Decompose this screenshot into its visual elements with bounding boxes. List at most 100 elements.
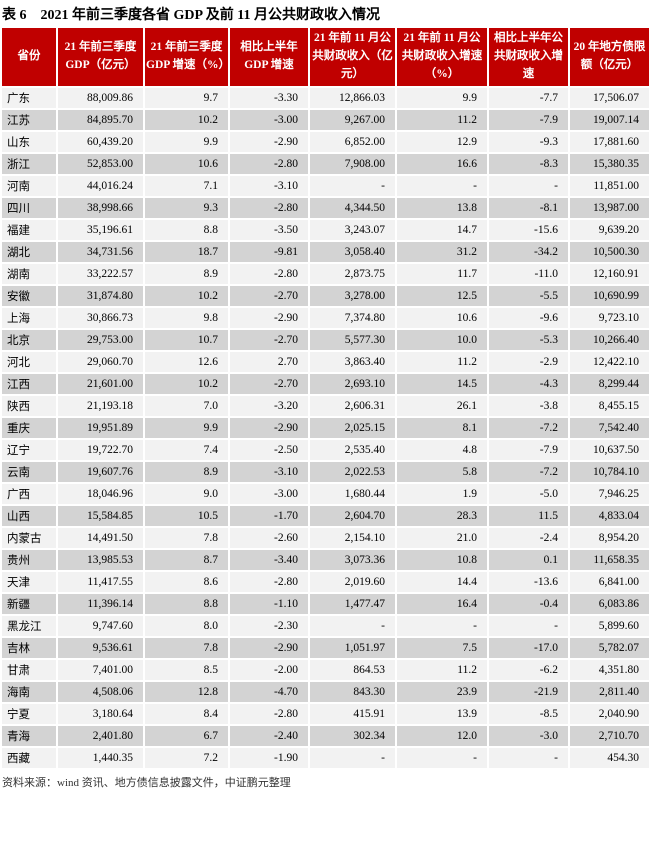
province-cell: 天津 bbox=[2, 572, 56, 592]
value-cell: 13.8 bbox=[397, 198, 487, 218]
value-cell: -2.70 bbox=[230, 286, 308, 306]
value-cell: 12.9 bbox=[397, 132, 487, 152]
value-cell: -15.6 bbox=[489, 220, 568, 240]
value-cell: 18.7 bbox=[145, 242, 228, 262]
province-cell: 北京 bbox=[2, 330, 56, 350]
value-cell: 3,278.00 bbox=[310, 286, 395, 306]
value-cell: 10,637.50 bbox=[570, 440, 649, 460]
province-cell: 四川 bbox=[2, 198, 56, 218]
value-cell: 17,881.60 bbox=[570, 132, 649, 152]
province-cell: 宁夏 bbox=[2, 704, 56, 724]
value-cell: -2.80 bbox=[230, 264, 308, 284]
value-cell: 60,439.20 bbox=[58, 132, 143, 152]
value-cell: 9,723.10 bbox=[570, 308, 649, 328]
value-cell: 843.30 bbox=[310, 682, 395, 702]
value-cell: 12,422.10 bbox=[570, 352, 649, 372]
value-cell: 2,154.10 bbox=[310, 528, 395, 548]
value-cell: 8.4 bbox=[145, 704, 228, 724]
value-cell: -3.20 bbox=[230, 396, 308, 416]
value-cell: 7.8 bbox=[145, 638, 228, 658]
value-cell: 29,753.00 bbox=[58, 330, 143, 350]
value-cell: 10,266.40 bbox=[570, 330, 649, 350]
value-cell: 3,243.07 bbox=[310, 220, 395, 240]
value-cell: 19,607.76 bbox=[58, 462, 143, 482]
value-cell: -7.9 bbox=[489, 440, 568, 460]
value-cell: 2,873.75 bbox=[310, 264, 395, 284]
value-cell: 8.8 bbox=[145, 220, 228, 240]
value-cell: -8.5 bbox=[489, 704, 568, 724]
value-cell: 10.5 bbox=[145, 506, 228, 526]
table-row: 河北 29,060.70 12.6 2.70 3,863.40 11.2 -2.9 12,42… bbox=[2, 352, 649, 372]
value-cell: 14.5 bbox=[397, 374, 487, 394]
table-row: 黑龙江 9,747.60 8.0 -2.30- - -5,899.60 bbox=[2, 616, 649, 636]
value-cell: 10,690.99 bbox=[570, 286, 649, 306]
value-cell: 9,267.00 bbox=[310, 110, 395, 130]
value-cell: -2.40 bbox=[230, 726, 308, 746]
table-row: 广东 88,009.86 9.7 -3.30 12,866.03 9.9 -7.7 17,50… bbox=[2, 88, 649, 108]
value-cell: 9.3 bbox=[145, 198, 228, 218]
value-cell: - bbox=[397, 748, 487, 768]
value-cell: -6.2 bbox=[489, 660, 568, 680]
value-cell: -3.40 bbox=[230, 550, 308, 570]
value-cell: 11.2 bbox=[397, 110, 487, 130]
province-cell: 上海 bbox=[2, 308, 56, 328]
value-cell: 29,060.70 bbox=[58, 352, 143, 372]
value-cell: 864.53 bbox=[310, 660, 395, 680]
value-cell: 15,584.85 bbox=[58, 506, 143, 526]
value-cell: 4,833.04 bbox=[570, 506, 649, 526]
value-cell: 31,874.80 bbox=[58, 286, 143, 306]
value-cell: 9,639.20 bbox=[570, 220, 649, 240]
value-cell: 17,506.07 bbox=[570, 88, 649, 108]
value-cell: -2.80 bbox=[230, 704, 308, 724]
value-cell: -3.00 bbox=[230, 484, 308, 504]
value-cell: 21.0 bbox=[397, 528, 487, 548]
value-cell: 10.8 bbox=[397, 550, 487, 570]
value-cell: 11,396.14 bbox=[58, 594, 143, 614]
value-cell: -9.6 bbox=[489, 308, 568, 328]
value-cell: 5,899.60 bbox=[570, 616, 649, 636]
table-row: 福建 35,196.61 8.8 -3.50 3,243.07 14.7 -15.6 9,63… bbox=[2, 220, 649, 240]
province-cell: 辽宁 bbox=[2, 440, 56, 460]
table-row: 上海 30,866.73 9.8 -2.90 7,374.80 10.6 -9.6 9,723… bbox=[2, 308, 649, 328]
value-cell: -3.10 bbox=[230, 462, 308, 482]
table-row: 浙江 52,853.00 10.6 -2.80 7,908.00 16.6 -8.3 15,3… bbox=[2, 154, 649, 174]
value-cell: 1.9 bbox=[397, 484, 487, 504]
value-cell: -5.3 bbox=[489, 330, 568, 350]
column-header: 21 年前三季度 GDP 增速（%） bbox=[145, 28, 230, 86]
value-cell: -2.60 bbox=[230, 528, 308, 548]
table-row: 内蒙古 14,491.50 7.8 -2.60 2,154.10 21.0 -2.4 8,95… bbox=[2, 528, 649, 548]
value-cell: -5.5 bbox=[489, 286, 568, 306]
value-cell: 8.8 bbox=[145, 594, 228, 614]
province-cell: 黑龙江 bbox=[2, 616, 56, 636]
table-row: 甘肃 7,401.00 8.5 -2.00 864.53 11.2 -6.2 4,351.80 bbox=[2, 660, 649, 680]
value-cell: - bbox=[397, 616, 487, 636]
value-cell: 2,811.40 bbox=[570, 682, 649, 702]
value-cell: 23.9 bbox=[397, 682, 487, 702]
value-cell: 11,851.00 bbox=[570, 176, 649, 196]
value-cell: 2,019.60 bbox=[310, 572, 395, 592]
value-cell: 454.30 bbox=[570, 748, 649, 768]
value-cell: 6,852.00 bbox=[310, 132, 395, 152]
value-cell: 11.2 bbox=[397, 352, 487, 372]
value-cell: 9.9 bbox=[145, 418, 228, 438]
value-cell: 4,508.06 bbox=[58, 682, 143, 702]
province-cell: 河北 bbox=[2, 352, 56, 372]
value-cell: -7.2 bbox=[489, 462, 568, 482]
value-cell: 12.8 bbox=[145, 682, 228, 702]
value-cell: -1.90 bbox=[230, 748, 308, 768]
value-cell: 7.2 bbox=[145, 748, 228, 768]
value-cell: 11.7 bbox=[397, 264, 487, 284]
source-note: 资料来源：wind 资讯、地方债信息披露文件，中证鹏元整理 bbox=[2, 777, 291, 789]
value-cell: 8.5 bbox=[145, 660, 228, 680]
value-cell: 10.6 bbox=[397, 308, 487, 328]
table-row: 宁夏 3,180.64 8.4 -2.80 415.91 13.9 -8.5 2,040.90 bbox=[2, 704, 649, 724]
value-cell: -2.90 bbox=[230, 418, 308, 438]
column-header: 省份 bbox=[2, 28, 56, 86]
value-cell: -1.10 bbox=[230, 594, 308, 614]
value-cell: 2,040.90 bbox=[570, 704, 649, 724]
value-cell: -3.00 bbox=[230, 110, 308, 130]
value-cell: 7,542.40 bbox=[570, 418, 649, 438]
value-cell: 9.8 bbox=[145, 308, 228, 328]
value-cell: 2,693.10 bbox=[310, 374, 395, 394]
table-row: 北京 29,753.00 10.7 -2.70 5,577.30 10.0 -5.3 10,2… bbox=[2, 330, 649, 350]
